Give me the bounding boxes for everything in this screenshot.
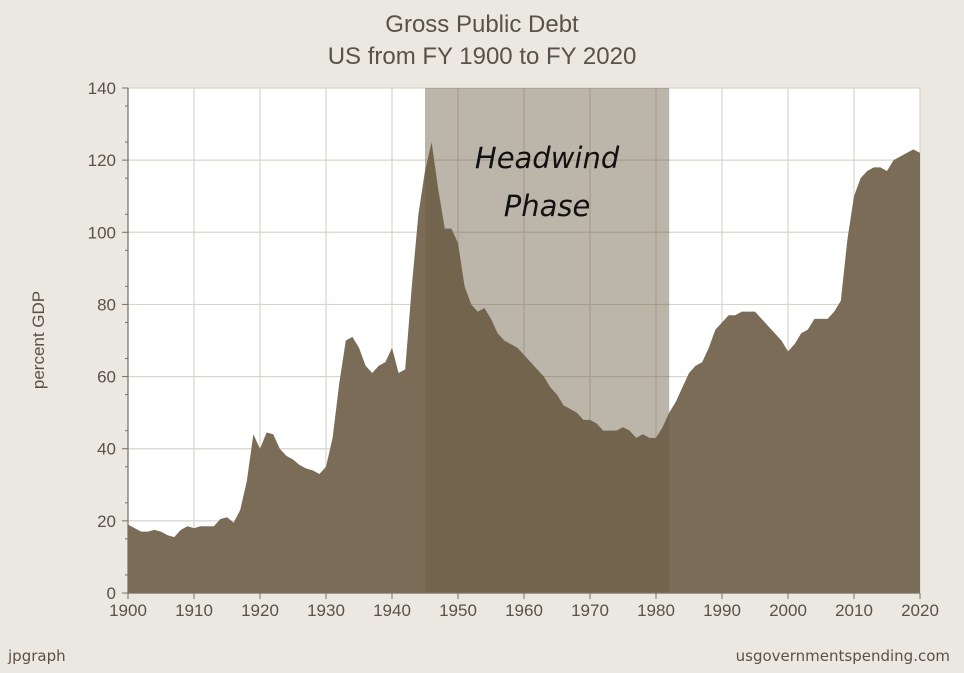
debt-area-series-0 — [128, 142, 920, 594]
axes: 0 20 40 60 80 100 120 140 1900 1910 1920 1930 1940 19… — [88, 79, 939, 620]
x-tick-label-1980: 1980 — [637, 601, 675, 620]
x-tick-label-1940: 1940 — [373, 601, 411, 620]
x-tick-label-1960: 1960 — [505, 601, 543, 620]
y-tick-label-120: 120 — [88, 151, 116, 170]
x-tick-label-1900: 1900 — [109, 601, 147, 620]
y-tick-label-60: 60 — [97, 368, 116, 387]
y-tick-label-100: 100 — [88, 223, 116, 242]
y-tick-label-80: 80 — [97, 295, 116, 314]
chart-title: Gross Public Debt — [385, 11, 579, 38]
x-tick-label-1920: 1920 — [241, 601, 279, 620]
series-layer — [128, 142, 920, 594]
x-tick-label-2000: 2000 — [769, 601, 807, 620]
y-tick-label-20: 20 — [97, 512, 116, 531]
x-tick-label-1950: 1950 — [439, 601, 477, 620]
headwind-phase-shade — [425, 88, 670, 593]
chart-subtitle: US from FY 1900 to FY 2020 — [328, 43, 637, 70]
annotation-line-1: Headwind — [475, 141, 620, 175]
annotation-line-2: Phase — [504, 189, 591, 223]
x-tick-label-1970: 1970 — [571, 601, 609, 620]
y-tick-label-40: 40 — [97, 440, 116, 459]
footer-right-credit: usgovernmentspending.com — [736, 647, 950, 665]
x-tick-label-1990: 1990 — [703, 601, 741, 620]
footer-left-credit: jpgraph — [7, 647, 66, 665]
y-axis-label: percent GDP — [29, 291, 48, 389]
x-tick-label-1930: 1930 — [307, 601, 345, 620]
y-tick-label-0: 0 — [107, 584, 116, 603]
x-tick-label-2020: 2020 — [901, 601, 939, 620]
x-tick-label-2010: 2010 — [835, 601, 873, 620]
annotation-layer: Headwind Phase — [425, 88, 670, 593]
x-tick-label-1910: 1910 — [175, 601, 213, 620]
y-tick-label-140: 140 — [88, 79, 116, 98]
